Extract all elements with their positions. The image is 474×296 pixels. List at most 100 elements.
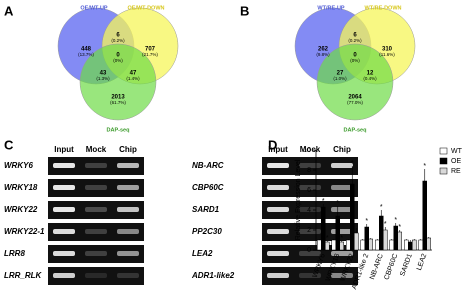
gel-band [331, 207, 353, 212]
region-count: 707 [145, 47, 156, 53]
significance: * [336, 200, 339, 207]
region-count: 0 [116, 53, 120, 59]
significance: * [340, 235, 343, 242]
gel-band [267, 207, 289, 212]
set-label: DAP-seq [344, 127, 367, 133]
panel-label: A [4, 3, 14, 18]
region-percent: (0.2%) [348, 38, 362, 43]
gene-label: LRR_RLK [4, 271, 43, 280]
gel-strip [262, 157, 358, 175]
gene-label: CBP60C [192, 183, 224, 192]
gel-band [53, 229, 75, 234]
gel-band [299, 251, 321, 256]
gene-label: NB-ARC [192, 161, 224, 170]
gel-band [117, 273, 139, 278]
bar [383, 229, 388, 251]
x-tick-label: SARD1 [399, 253, 414, 277]
legend-swatch [439, 147, 448, 155]
bar [412, 239, 417, 251]
legend-swatch [439, 167, 448, 175]
bar [335, 215, 340, 251]
bar [325, 241, 330, 251]
region-count: 12 [367, 71, 374, 77]
gene-label: WRKY18 [4, 183, 38, 192]
region-count: 0 [353, 53, 357, 59]
lane-header: Mock [300, 145, 321, 154]
gel-band [85, 229, 107, 234]
gel-band [331, 229, 353, 234]
lane-header: Chip [333, 145, 351, 154]
gel-band [85, 251, 107, 256]
gel-band [117, 207, 139, 212]
gel-band [117, 163, 139, 168]
lane-header: Mock [86, 145, 107, 154]
gel-band [331, 163, 353, 168]
significance: * [423, 163, 426, 170]
gel-band [299, 273, 321, 278]
gene-label: WRKY22 [4, 205, 38, 214]
region-count: 262 [318, 47, 329, 53]
bar [368, 238, 373, 251]
gel-strip [262, 223, 358, 241]
y-tick-label: 10 [303, 147, 311, 154]
region-percent: (21.7%) [142, 52, 158, 57]
y-tick-label: 4 [307, 207, 311, 214]
gel-strip [48, 157, 144, 175]
gel-band [331, 273, 353, 278]
region-percent: (1.0%) [333, 76, 347, 81]
gel-band [267, 273, 289, 278]
gel-strip [262, 201, 358, 219]
y-tick-label: 2 [307, 227, 311, 234]
bar [404, 239, 409, 251]
set-label: DAP-seq [107, 127, 130, 133]
gel-strip [48, 179, 144, 197]
bar [389, 239, 394, 251]
gel-band [53, 207, 75, 212]
set-label: WT/RE-DOWN [365, 5, 402, 11]
y-tick-label: 0 [307, 247, 311, 254]
gene-label: PP2C30 [192, 227, 222, 236]
bar [408, 241, 413, 251]
gel-band [53, 185, 75, 190]
bar [339, 241, 344, 251]
gel-strip [48, 223, 144, 241]
gene-label: WRKY6 [4, 161, 33, 170]
gel-band [117, 229, 139, 234]
bar [418, 239, 423, 251]
gel-band [85, 185, 107, 190]
region-count: 6 [116, 33, 120, 39]
significance: * [322, 198, 325, 205]
bar [397, 231, 402, 251]
set-label: WT/RE-UP [317, 5, 345, 11]
y-tick-label: 6 [307, 187, 311, 194]
bar [379, 215, 384, 251]
gel-band [53, 273, 75, 278]
region-count: 43 [100, 71, 107, 77]
gel-strip [48, 267, 144, 285]
legend-label: WT [451, 148, 463, 155]
significance: * [380, 204, 383, 211]
gel-strip [262, 267, 358, 285]
gel-band [299, 185, 321, 190]
gel-strip [48, 245, 144, 263]
gene-label: WRKY22-1 [4, 227, 45, 236]
panel-label: D [268, 137, 277, 152]
y-axis-title: Relative Expression Level [295, 159, 302, 240]
gel-band [299, 163, 321, 168]
gel-band [117, 251, 139, 256]
x-tick-label: CBP60C [383, 253, 399, 281]
region-percent: (61.7%) [110, 100, 126, 105]
gel-band [85, 163, 107, 168]
bar [350, 183, 355, 251]
gel-strip [48, 201, 144, 219]
region-percent: (9.8%) [316, 52, 330, 57]
region-count: 6 [353, 33, 357, 39]
gel-band [267, 185, 289, 190]
gel-band [267, 229, 289, 234]
significance: * [351, 160, 354, 167]
bar [426, 237, 431, 251]
lane-header: Chip [119, 145, 137, 154]
region-count: 2064 [348, 95, 362, 101]
legend-label: OE [451, 158, 461, 165]
